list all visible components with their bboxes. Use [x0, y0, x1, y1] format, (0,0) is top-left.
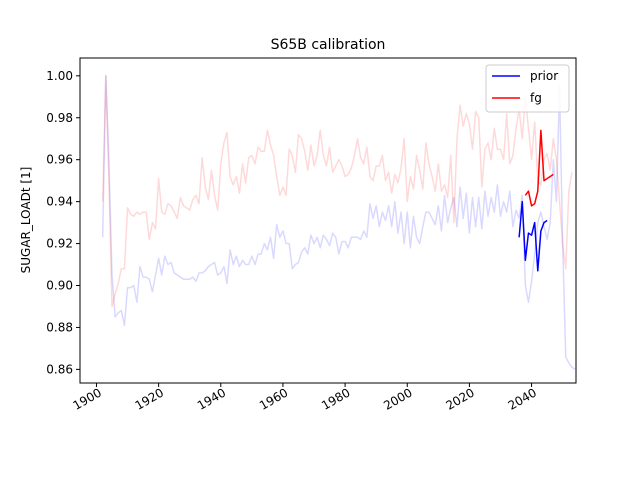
legend-label-prior: prior: [530, 69, 558, 83]
series-line-fg: [524, 129, 554, 207]
legend-label-fg: fg: [530, 91, 542, 105]
y-tick-label: 0.86: [46, 362, 73, 376]
y-tick-label: 0.92: [46, 237, 73, 251]
legend: prior fg: [485, 64, 570, 113]
series-layer: [101, 75, 576, 370]
series-line-background-blue: [101, 75, 576, 370]
legend-entries: prior fg: [492, 69, 558, 105]
chart-title: S65B calibration: [271, 37, 386, 53]
y-tick-label: 0.98: [46, 111, 73, 125]
y-axis: 0.86 0.88 0.90 0.92 0.94 0.96 0.98 1.00: [46, 69, 80, 376]
y-tick-label: 0.88: [46, 320, 73, 334]
series-line-prior: [518, 200, 548, 272]
y-axis-title: SUGAR_LOADt [1]: [19, 167, 33, 274]
y-tick-label: 1.00: [46, 69, 73, 83]
y-tick-label: 0.96: [46, 153, 73, 167]
y-tick-label: 0.90: [46, 279, 73, 293]
y-tick-label: 0.94: [46, 195, 73, 209]
plot-frame: [79, 57, 577, 384]
series-line-background-red: [101, 75, 573, 308]
